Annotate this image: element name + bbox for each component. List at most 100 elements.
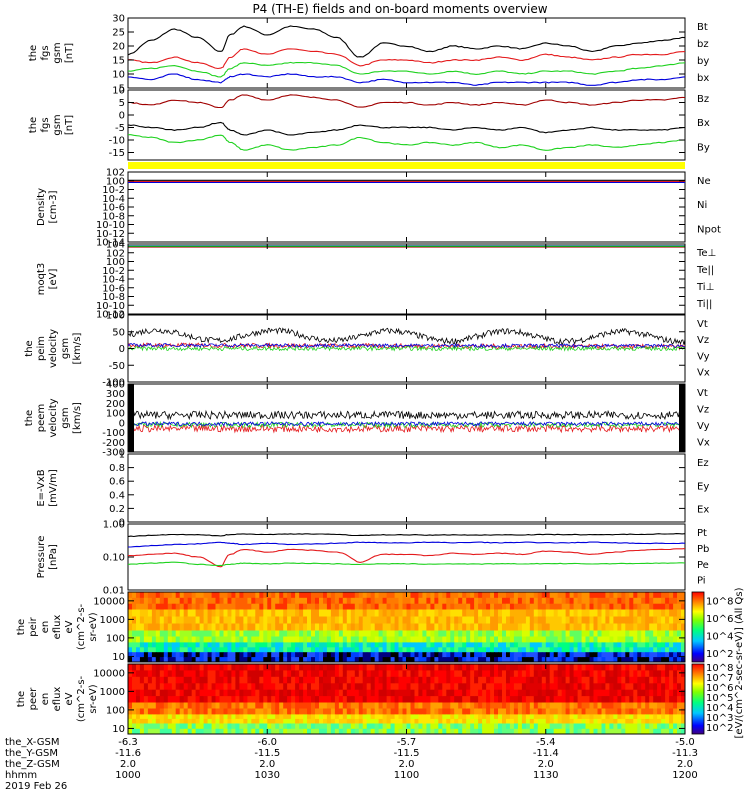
panel-ylabel: the <box>24 340 35 356</box>
panel-ylabel: eflux <box>52 687 63 712</box>
panel-ylabel: gsm <box>52 42 63 63</box>
series-line-peem_velocity-0 <box>128 409 685 421</box>
legend-entry: Vx <box>697 437 710 448</box>
y-tick-label: 0.6 <box>109 477 125 488</box>
panel-ylabel: E=-VxB <box>36 469 47 506</box>
panel-ylabel: en <box>40 693 51 706</box>
panel-ylabel: (cm^2-s- <box>76 603 87 650</box>
panel-ylabel: fgs <box>40 117 51 132</box>
colorbar-tick: 10^5 <box>706 693 733 704</box>
panel-frame <box>127 383 686 453</box>
colorbar-tick: 10^8 <box>706 596 733 607</box>
legend-entry: Vy <box>697 351 710 362</box>
y-tick-label: 100 <box>106 705 125 716</box>
x-row-label: the_Y-GSM <box>5 748 58 759</box>
panel-frame <box>127 523 686 591</box>
x-axis: the_X-GSM -6.3 -6.0 -5.7 -5.4 -5.0 the_Y-GSM -1… <box>5 18 698 792</box>
panel-ylabel: [mV/m] <box>48 469 59 507</box>
x-tick-label: 2.0 <box>538 759 554 770</box>
series-line-peim_velocity-3 <box>128 342 685 349</box>
y-tick-label: 30 <box>112 14 125 25</box>
x-tick-label: -5.7 <box>397 737 417 748</box>
panel-ylabel: sr-eV) <box>88 612 99 641</box>
y-tick-label: 10-2 <box>102 185 125 196</box>
x-tick-label: -11.6 <box>115 748 141 759</box>
panel-ylabel: moqt3 <box>36 263 47 296</box>
y-tick-label: 0 <box>119 344 125 355</box>
x-tick-label: 1000 <box>115 770 140 781</box>
y-tick-label: 10-14 <box>96 238 125 249</box>
x-row-label: the_Z-GSM <box>5 759 60 770</box>
panel-ylabel: [km/s] <box>72 332 83 364</box>
y-tick-label: 100 <box>106 311 125 322</box>
panel-ylabel: peer <box>28 687 39 711</box>
y-tick-label: 300 <box>106 389 125 400</box>
legend-entry: Ti|| <box>696 299 712 310</box>
y-tick-label: 400 <box>106 380 125 391</box>
y-tick-label: -5 <box>115 123 125 134</box>
y-tick-label: 15 <box>112 56 125 67</box>
panel-ylabel: the <box>16 691 27 707</box>
series-line-fgs_gsm-2 <box>128 134 685 151</box>
y-tick-label: 100 <box>106 633 125 644</box>
colorbar-tick: 10^3 <box>706 713 733 724</box>
legend-entry: Ne <box>697 176 711 187</box>
legend-entry: Ti⊥ <box>696 282 714 293</box>
colorbar-tick: 10^2 <box>706 649 733 660</box>
series-line-pressure-2 <box>128 561 685 567</box>
x-tick-label: 1100 <box>394 770 419 781</box>
legend-entry: Pi <box>697 576 706 587</box>
figure-title: P4 (TH-E) fields and on-board moments ov… <box>252 2 547 16</box>
panel-peer_spectrogram: 10 100 1000 10000 the peer en eflux eV (cm^2-s-sr… <box>16 663 686 735</box>
panel-ylabel: peim <box>36 336 47 361</box>
panel-ylabel: [nT] <box>64 43 75 63</box>
panel-density: NeNiNpot10-1410-1210-1010-810-610-410-21… <box>36 168 721 249</box>
panel-ylabel: en <box>40 621 51 634</box>
panel-ylabel: eV <box>64 692 75 705</box>
x-tick-label: -11.5 <box>394 748 420 759</box>
data-gap-left <box>128 384 134 452</box>
legend-entry: Vt <box>697 319 708 330</box>
series-line-fgs_mag-2 <box>128 61 685 78</box>
panel-ylabel: fgs <box>40 45 51 60</box>
legend-entry: Ey <box>697 481 709 492</box>
y-tick-label: 10-8 <box>102 292 125 303</box>
y-tick-label: 100 <box>106 409 125 420</box>
panel-ylabel: velocity <box>48 398 59 437</box>
panel-ylabel: [nT] <box>64 115 75 135</box>
y-tick-label: 10-4 <box>102 194 125 205</box>
quality-flag-bar <box>128 162 685 169</box>
colorbar-tick: 10^7 <box>706 673 733 684</box>
colorbar-tick: 10^4 <box>706 703 733 714</box>
y-tick-label: -10 <box>109 136 125 147</box>
y-tick-label: 20 <box>112 42 125 53</box>
y-tick-label: 25 <box>112 28 125 39</box>
panel-frame <box>127 453 686 523</box>
y-tick-label: 102 <box>106 248 125 259</box>
y-tick-label: 0.01 <box>103 586 125 597</box>
panel-ylabel: the <box>16 619 27 635</box>
series-line-peem_velocity-3 <box>128 420 685 427</box>
x-row-label: the_X-GSM <box>5 737 59 748</box>
spectrogram-cells <box>128 592 685 662</box>
colorbar-tick: 10^6 <box>706 683 733 694</box>
y-tick-label: 1000 <box>100 687 125 698</box>
y-tick-label: 10 <box>112 86 125 97</box>
legend-entry: Pb <box>697 544 709 555</box>
y-tick-label: 10 <box>112 652 125 663</box>
y-tick-label: 10-10 <box>96 220 125 231</box>
legend-entry: Vz <box>697 335 709 346</box>
y-tick-label: 100 <box>106 176 125 187</box>
legend-entry: Bt <box>697 22 708 33</box>
y-tick-label: 1000 <box>100 615 125 626</box>
y-tick-label: 0 <box>119 418 125 429</box>
colorbar-label: [eV/(cm^2-sec-sr-eV)] (All Qs) <box>734 587 745 738</box>
x-date-label: 2019 Feb 26 <box>5 781 67 792</box>
legend-entry: Ex <box>697 505 709 516</box>
y-tick-label: 10000 <box>93 668 125 679</box>
x-tick-label: 2.0 <box>677 759 693 770</box>
y-tick-label: -300 <box>102 448 125 459</box>
panel-ylabel: [km/s] <box>72 402 83 434</box>
legend-entry: Te|| <box>696 265 714 276</box>
